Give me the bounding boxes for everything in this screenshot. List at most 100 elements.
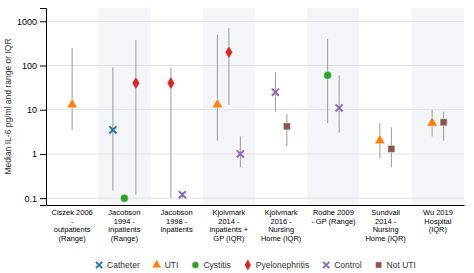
- legend-marker: [244, 259, 251, 271]
- y-tick: 10: [27, 105, 46, 115]
- error-bar: [240, 136, 241, 167]
- legend-entry: Cystitis: [192, 260, 231, 270]
- x-axis: Ciszek 2006-outpatients(Range) Jacobson19…: [47, 206, 465, 243]
- grid: [46, 21, 464, 198]
- x-tick-label: Rodhe 2009- GP (Range): [311, 208, 356, 225]
- x-tick-label: Wu 2019Hospital(IQR): [423, 208, 453, 234]
- x-tick: Jacobson1998 -inpatients: [161, 208, 193, 234]
- y-axis: 0.1 1 10 100 1000: [17, 9, 47, 206]
- point: [336, 104, 343, 111]
- x-tick-label-line: (IQR): [429, 225, 448, 234]
- point: [324, 71, 332, 79]
- point: [440, 119, 447, 126]
- legend-label: Pyelonephritis: [256, 260, 309, 270]
- legend-entry: Control: [323, 260, 362, 270]
- point: [283, 123, 290, 130]
- error-bar: [339, 75, 340, 133]
- grid-line: [46, 198, 464, 199]
- legend-label: UTI: [165, 260, 179, 270]
- x-tick: Rodhe 2009- GP (Range): [311, 208, 356, 225]
- y-axis-line: [40, 9, 47, 206]
- band: [307, 8, 359, 205]
- y-tick: 1: [32, 149, 46, 159]
- point: [120, 194, 128, 202]
- y-tick-label: 1000: [17, 17, 37, 27]
- legend-marker: [152, 259, 162, 267]
- legend-entry: Not UTI: [375, 260, 415, 270]
- y-tick-label: 10: [27, 105, 37, 115]
- point: [375, 134, 386, 143]
- x-tick-label-line: (Range): [59, 234, 87, 243]
- point: [237, 150, 244, 157]
- y-tick-mark: [40, 198, 46, 199]
- y-tick-mark: [40, 66, 46, 67]
- point: [132, 77, 140, 90]
- y-tick-mark: [40, 110, 46, 111]
- x-tick-label: Sundvall2014 -NursingHome (IQR): [365, 208, 406, 242]
- error-bar: [72, 48, 73, 130]
- x-tick-label: Jacobson1994 -inpatients(Range): [108, 208, 140, 242]
- legend-entry: Pyelonephritis: [244, 259, 309, 271]
- y-tick-mark: [40, 21, 46, 22]
- x-tick: Ciszek 2006-outpatients(Range): [51, 208, 92, 242]
- error-bar: [228, 28, 229, 105]
- grid-line: [46, 153, 464, 154]
- point: [179, 191, 186, 198]
- point: [272, 89, 279, 96]
- band: [98, 8, 150, 205]
- x-tick-label: Kjolvmark2014 -inpatients +GP (IQR): [210, 208, 249, 242]
- legend-label: Cystitis: [203, 260, 230, 270]
- x-tick-label-line: - GP (Range): [311, 217, 356, 226]
- legend-marker: [323, 262, 329, 268]
- point: [109, 126, 116, 133]
- x-tick: Wu 2019Hospital(IQR): [423, 208, 453, 234]
- y-tick: 0.1: [24, 194, 46, 204]
- y-tick: 1000: [17, 17, 46, 27]
- band: [412, 8, 464, 205]
- legend-marker: [96, 262, 102, 268]
- legend: Catheter UTI Cystitis Pyelonephritis Control…: [96, 259, 416, 271]
- legend-marker: [192, 261, 199, 268]
- point: [225, 46, 233, 59]
- point: [427, 117, 438, 126]
- x-tick-label-line: inpatients: [161, 225, 193, 234]
- x-tick-label-line: (Range): [111, 234, 139, 243]
- error-bar: [443, 112, 444, 141]
- legend-label: Catheter: [107, 260, 140, 270]
- legend-entry: UTI: [152, 259, 179, 270]
- point: [212, 98, 223, 107]
- y-tick-label: 0.1: [24, 194, 37, 204]
- x-tick: Kjolvmark2014 -inpatients +GP (IQR): [210, 208, 249, 242]
- x-tick: Sundvall2014 -NursingHome (IQR): [365, 208, 406, 242]
- x-tick-label-line: Home (IQR): [261, 234, 302, 243]
- legend-entry: Catheter: [96, 260, 140, 270]
- point: [167, 77, 175, 90]
- error-bar: [217, 35, 218, 141]
- y-tick: 100: [22, 61, 46, 71]
- x-tick-label: Jacobson1998 -inpatients: [161, 208, 193, 234]
- point: [388, 145, 395, 152]
- y-axis-title: Median IL-6 pg/ml and range or IQR: [3, 38, 13, 174]
- y-tick-label: 1: [32, 149, 37, 159]
- grid-line: [46, 21, 464, 22]
- error-bar: [135, 40, 136, 195]
- grid-line: [46, 109, 464, 110]
- x-tick-label-line: GP (IQR): [213, 234, 245, 243]
- error-bar: [327, 39, 328, 123]
- x-tick-label: Kjolvmark2016 -NursingHome (IQR): [261, 208, 302, 242]
- y-tick-mark: [40, 154, 46, 155]
- plot: 0.1 1 10 100 1000 Ciszek 2006-outpatients(Ran…: [17, 8, 465, 243]
- point: [67, 98, 78, 107]
- x-tick-label: Ciszek 2006-outpatients(Range): [51, 208, 92, 242]
- x-tick: Kjolvmark2016 -NursingHome (IQR): [261, 208, 302, 242]
- legend-label: Not UTI: [387, 260, 416, 270]
- grid-line: [46, 65, 464, 66]
- legend-label: Control: [334, 260, 362, 270]
- x-tick-label-line: Home (IQR): [365, 234, 406, 243]
- band: [203, 8, 255, 205]
- x-axis-line: [47, 205, 465, 206]
- legend-marker: [375, 262, 381, 268]
- marks: [67, 28, 447, 202]
- x-tick: Jacobson1994 -inpatients(Range): [108, 208, 140, 242]
- bands: [98, 8, 464, 205]
